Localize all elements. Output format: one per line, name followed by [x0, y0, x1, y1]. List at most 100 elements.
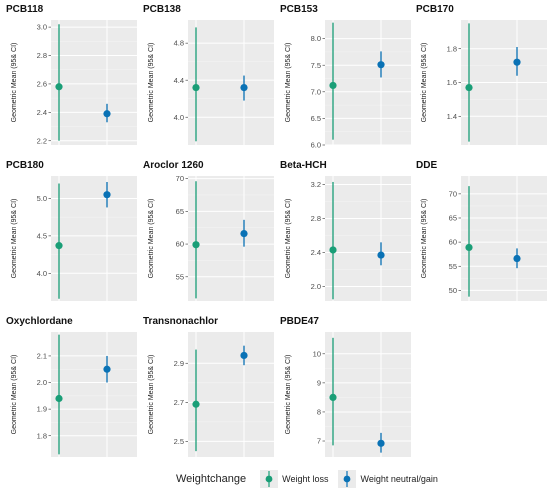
panel-plot: 4.0 4.5 5.0 Geometric Mean (95& CI): [11, 176, 137, 301]
y-tick-label: 55: [449, 262, 457, 271]
panel-pcb153: PCB153 6.0 6.5 7.0 7.5 8.0 Geometric Mean (95&…: [277, 2, 413, 158]
plot-background: [188, 332, 274, 457]
panel-beta-hch: Beta-HCH 2.0 2.4 2.8 3.2 Geometric Mean (95& …: [277, 158, 413, 314]
y-tick-label: 65: [449, 214, 457, 223]
legend-item-weight-neutral-gain: Weight neutral/gain: [338, 470, 438, 488]
point-weight-loss: [55, 394, 63, 403]
point-weight-loss: [55, 83, 63, 91]
panel-title: Aroclor 1260: [143, 160, 204, 171]
point-weight-neutral-gain: [103, 191, 111, 199]
y-axis-label: Geometric Mean (95& CI): [11, 43, 18, 123]
y-tick-label: 2.0: [311, 282, 321, 291]
panel-plot: 6.0 6.5 7.0 7.5 8.0 Geometric Mean (95& CI): [285, 20, 411, 150]
panel-pcb170: PCB170 1.4 1.6 1.8 Geometric Mean (95& CI): [413, 2, 549, 158]
plot-background: [461, 176, 547, 301]
panel-plot: 2.0 2.4 2.8 3.2 Geometric Mean (95& CI): [285, 176, 411, 301]
point-weight-neutral-gain: [513, 254, 521, 263]
y-tick-label: 2.4: [37, 108, 47, 117]
y-tick-label: 2.0: [37, 378, 47, 387]
point-weight-loss: [192, 241, 200, 249]
y-tick-label: 3.2: [311, 180, 321, 189]
y-tick-label: 4.8: [174, 39, 184, 48]
y-tick-label: 6.0: [311, 141, 321, 150]
point-weight-loss: [192, 400, 200, 408]
point-weight-neutral-gain: [377, 61, 385, 69]
panel-title: PBDE47: [280, 316, 319, 327]
y-tick-label: 6.5: [311, 114, 321, 123]
panel-dde: DDE 50 55 60 65 70 Geometric Mean (95& CI): [413, 158, 549, 314]
y-tick-label: 8.0: [311, 34, 321, 43]
y-tick-label: 1.4: [447, 112, 457, 121]
legend-title: Weightchange: [176, 473, 247, 485]
legend-label-weight-loss: Weight loss: [282, 474, 329, 484]
y-tick-label: 1.8: [447, 44, 457, 53]
y-axis-label: Geometric Mean (95& CI): [148, 199, 155, 279]
y-tick-label: 4.0: [174, 113, 184, 122]
plot-background: [325, 332, 411, 457]
y-tick-label: 2.8: [311, 214, 321, 223]
panel-title: DDE: [416, 160, 438, 171]
plot-background: [188, 176, 274, 301]
point-weight-loss: [192, 83, 200, 92]
y-axis-label: Geometric Mean (95& CI): [285, 43, 292, 123]
y-tick-label: 7: [317, 437, 321, 446]
y-axis-label: Geometric Mean (95& CI): [11, 355, 18, 435]
y-tick-label: 7.0: [311, 87, 321, 96]
panel-pbde47: PBDE47 7 8 9 10 Geometric Mean (95& CI): [277, 314, 413, 470]
panel-title: PCB170: [416, 4, 454, 15]
y-tick-label: 70: [449, 189, 457, 198]
plot-background: [325, 20, 411, 145]
y-tick-label: 1.6: [447, 78, 457, 87]
panel-plot: 4.0 4.4 4.8 Geometric Mean (95& CI): [148, 20, 274, 145]
panel-plot: 55 60 65 70 Geometric Mean (95& CI): [148, 174, 274, 301]
plot-background: [51, 20, 137, 145]
point-weight-loss: [329, 246, 337, 254]
panel-oxychlordane: Oxychlordane 1.8 1.9 2.0 2.1 Geometric Mean (…: [3, 314, 139, 470]
legend-key-weight-neutral-gain: [338, 470, 357, 488]
y-tick-label: 2.1: [37, 352, 47, 361]
point-weight-loss: [329, 81, 337, 90]
y-tick-label: 60: [176, 240, 184, 249]
y-axis-label: Geometric Mean (95& CI): [421, 43, 428, 123]
y-tick-label: 60: [449, 238, 457, 247]
y-tick-label: 10: [313, 349, 321, 358]
panel-title: PCB118: [6, 4, 44, 15]
y-tick-label: 55: [176, 272, 184, 281]
y-tick-label: 8: [317, 408, 321, 417]
y-axis-label: Geometric Mean (95& CI): [148, 43, 155, 123]
y-tick-label: 4.4: [174, 76, 184, 85]
panel-pcb180: PCB180 4.0 4.5 5.0 Geometric Mean (95& CI): [3, 158, 139, 314]
y-tick-label: 4.0: [37, 269, 47, 278]
panel-plot: 2.2 2.4 2.6 2.8 3.0 Geometric Mean (95& CI): [11, 20, 137, 145]
y-tick-label: 5.0: [37, 194, 47, 203]
y-tick-label: 7.5: [311, 61, 321, 70]
point-weight-loss: [465, 243, 473, 252]
y-tick-label: 2.9: [174, 359, 184, 368]
panel-plot: 7 8 9 10 Geometric Mean (95& CI): [285, 332, 411, 457]
panel-pcb138: PCB138 4.0 4.4 4.8 Geometric Mean (95& CI): [140, 2, 276, 158]
plot-background: [325, 176, 411, 301]
point-weight-loss: [465, 83, 473, 92]
point-weight-loss: [55, 242, 63, 250]
y-tick-label: 2.5: [174, 437, 184, 446]
legend-label-weight-neutral-gain: Weight neutral/gain: [360, 474, 438, 484]
legend: Weightchange Weight loss Weight neutral/…: [176, 468, 448, 490]
point-weight-neutral-gain: [240, 351, 248, 360]
y-tick-label: 3.0: [37, 23, 47, 32]
panel-plot: 50 55 60 65 70 Geometric Mean (95& CI): [421, 176, 547, 301]
y-tick-label: 2.4: [311, 248, 321, 257]
y-axis-label: Geometric Mean (95& CI): [421, 199, 428, 279]
panel-title: Oxychlordane: [6, 316, 73, 327]
point-weight-neutral-gain: [103, 110, 111, 118]
y-tick-label: 2.2: [37, 136, 47, 145]
plot-background: [51, 176, 137, 301]
y-axis-label: Geometric Mean (95& CI): [285, 355, 292, 435]
y-tick-label: 70: [176, 174, 184, 183]
panel-aroclor-1260: Aroclor 1260 55 60 65 70 Geometric Mean (95& …: [140, 158, 276, 314]
point-weight-neutral-gain: [240, 229, 248, 238]
panel-title: PCB138: [143, 4, 181, 15]
point-weight-neutral-gain: [377, 251, 385, 259]
y-tick-label: 2.8: [37, 51, 47, 60]
y-tick-label: 1.9: [37, 405, 47, 414]
panel-title: Transnonachlor: [143, 316, 219, 327]
